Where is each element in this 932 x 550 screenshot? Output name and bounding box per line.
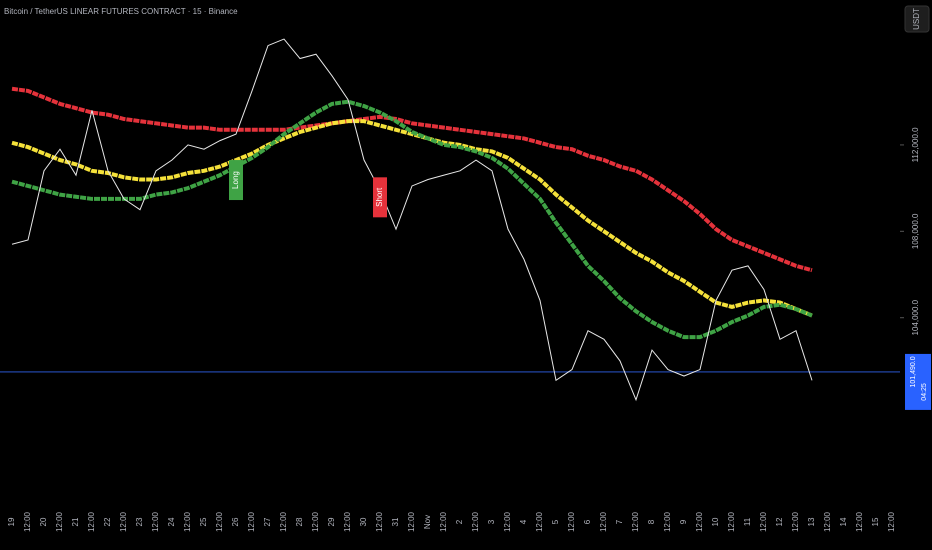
x-tick-label: 12:00 bbox=[887, 511, 896, 532]
x-tick-label: 23 bbox=[135, 517, 144, 526]
x-tick-label: 25 bbox=[199, 517, 208, 526]
signal-label bbox=[373, 177, 387, 218]
x-tick-label: 31 bbox=[391, 517, 400, 526]
x-tick-label: 6 bbox=[583, 519, 592, 524]
series-line bbox=[11, 119, 813, 318]
x-tick-label: 12:00 bbox=[279, 511, 288, 532]
x-tick-label: 12:00 bbox=[119, 511, 128, 532]
x-tick-label: 12:00 bbox=[695, 511, 704, 532]
x-tick-label: 27 bbox=[263, 517, 272, 526]
x-tick-label: 12:00 bbox=[727, 511, 736, 532]
x-tick-label: 12:00 bbox=[535, 511, 544, 532]
x-tick-label: 12 bbox=[775, 517, 784, 526]
x-tick-label: 12:00 bbox=[183, 511, 192, 532]
x-tick-label: 30 bbox=[359, 517, 368, 526]
x-tick-label: 12:00 bbox=[471, 511, 480, 532]
x-tick-label: 7 bbox=[615, 519, 624, 524]
chart-title: Bitcoin / TetherUS LINEAR FUTURES CONTRA… bbox=[4, 7, 238, 16]
x-tick-label: 12:00 bbox=[791, 511, 800, 532]
x-tick-label: 12:00 bbox=[439, 511, 448, 532]
x-tick-label: 14 bbox=[839, 517, 848, 526]
x-tick-label: 13 bbox=[807, 517, 816, 526]
series-line bbox=[11, 38, 813, 402]
x-tick-label: 9 bbox=[679, 519, 688, 524]
signal-text: Long bbox=[231, 171, 240, 189]
x-tick-label: 12:00 bbox=[343, 511, 352, 532]
x-tick-label: 12:00 bbox=[407, 511, 416, 532]
series-line bbox=[11, 86, 813, 273]
x-tick-label: 20 bbox=[39, 517, 48, 526]
x-tick-label: 12:00 bbox=[87, 511, 96, 532]
x-tick-label: 12:00 bbox=[567, 511, 576, 532]
y-tick-label: 112,000.0 bbox=[911, 127, 920, 163]
x-tick-label: 12:00 bbox=[759, 511, 768, 532]
x-tick-label: 11 bbox=[743, 517, 752, 526]
x-tick-label: 12:00 bbox=[23, 511, 32, 532]
x-tick-label: 12:00 bbox=[311, 511, 320, 532]
currency-label: USDT bbox=[912, 8, 921, 30]
x-tick-label: 5 bbox=[551, 519, 560, 524]
price-tag-label: 101,490.0 bbox=[910, 356, 917, 387]
y-tick-label: 108,000.0 bbox=[911, 213, 920, 249]
x-tick-label: 12:00 bbox=[151, 511, 160, 532]
x-tick-label: 4 bbox=[519, 519, 528, 524]
x-tick-label: Nov bbox=[423, 515, 432, 529]
price-tag bbox=[905, 353, 931, 410]
x-tick-label: 24 bbox=[167, 517, 176, 526]
x-tick-label: 12:00 bbox=[823, 511, 832, 532]
y-tick-label: 104,000.0 bbox=[911, 299, 920, 335]
x-tick-label: 26 bbox=[231, 517, 240, 526]
x-tick-label: 22 bbox=[103, 517, 112, 526]
x-tick-label: 28 bbox=[295, 517, 304, 526]
x-tick-label: 12:00 bbox=[375, 511, 384, 532]
signal-label bbox=[229, 160, 243, 201]
price-countdown: 04:25 bbox=[921, 383, 928, 401]
x-tick-label: 10 bbox=[711, 517, 720, 526]
x-tick-label: 12:00 bbox=[663, 511, 672, 532]
currency-button[interactable] bbox=[904, 5, 930, 33]
x-tick-label: 15 bbox=[871, 517, 880, 526]
x-tick-label: 19 bbox=[7, 517, 16, 526]
x-tick-label: 12:00 bbox=[855, 511, 864, 532]
x-tick-label: 29 bbox=[327, 517, 336, 526]
x-tick-label: 21 bbox=[71, 517, 80, 526]
series-line bbox=[11, 99, 813, 340]
x-tick-label: 12:00 bbox=[215, 511, 224, 532]
signal-text: Short bbox=[375, 187, 384, 207]
x-tick-label: 12:00 bbox=[599, 511, 608, 532]
x-tick-label: 12:00 bbox=[503, 511, 512, 532]
x-tick-label: 8 bbox=[647, 519, 656, 524]
x-tick-label: 12:00 bbox=[247, 511, 256, 532]
x-tick-label: 12:00 bbox=[55, 511, 64, 532]
x-tick-label: 3 bbox=[487, 519, 496, 524]
x-tick-label: 12:00 bbox=[631, 511, 640, 532]
x-tick-label: 2 bbox=[455, 519, 464, 524]
